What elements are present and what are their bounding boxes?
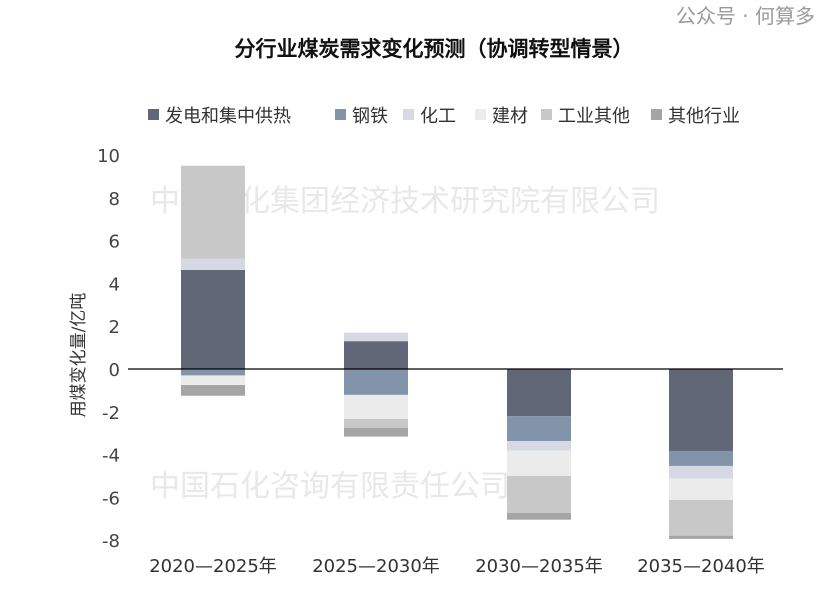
bar-segment xyxy=(507,441,571,451)
bar-segment xyxy=(344,418,408,428)
bar-segment xyxy=(344,369,408,395)
y-axis-label: 用煤变化量/亿吨 xyxy=(69,293,89,418)
bar-segment xyxy=(181,165,245,259)
bar-segment xyxy=(181,258,245,270)
bar-segment xyxy=(507,369,571,417)
y-tick-label: 8 xyxy=(109,189,120,210)
chart-title: 分行业煤炭需求变化预测（协调转型情景） xyxy=(235,37,634,61)
bars xyxy=(181,165,733,539)
publisher-label: 公众号 · 何算多 xyxy=(675,4,815,28)
y-tick-label: 4 xyxy=(109,274,120,295)
bar-segment xyxy=(181,269,245,369)
bar-segment xyxy=(344,341,408,369)
legend-label: 其他行业 xyxy=(668,106,740,127)
legend: 发电和集中供热 钢铁 化工 建材 工业其他 其他行业 xyxy=(148,106,740,127)
x-axis-labels: 2020—2025年 2025—2030年 2030—2035年 2035—2040年 xyxy=(149,556,765,577)
legend-swatch xyxy=(403,109,414,120)
legend-swatch xyxy=(148,109,159,120)
legend-label: 钢铁 xyxy=(352,106,388,127)
bar-segment xyxy=(669,465,733,479)
y-tick-label: -4 xyxy=(102,446,120,467)
bar-segment xyxy=(669,369,733,451)
legend-label: 建材 xyxy=(492,106,528,127)
bar-segment xyxy=(181,385,245,396)
y-tick-label: 6 xyxy=(109,232,120,253)
y-tick-label: -6 xyxy=(102,488,120,509)
y-tick-label: -2 xyxy=(102,403,120,424)
bar-segment xyxy=(344,427,408,437)
bar-segment xyxy=(507,416,571,442)
x-tick-label: 2030—2035年 xyxy=(475,556,603,577)
legend-label: 化工 xyxy=(420,106,456,127)
legend-swatch xyxy=(335,109,346,120)
bar-segment xyxy=(669,478,733,500)
bar-segment xyxy=(507,450,571,476)
bar-segment xyxy=(344,332,408,342)
bar-segment xyxy=(669,535,733,539)
bar-segment xyxy=(181,369,245,376)
x-tick-label: 2035—2040年 xyxy=(637,556,765,577)
bar-segment xyxy=(669,450,733,466)
legend-swatch xyxy=(475,109,486,120)
legend-swatch xyxy=(651,109,662,120)
legend-label: 发电和集中供热 xyxy=(165,106,291,127)
legend-label: 工业其他 xyxy=(558,106,630,127)
y-tick-label: 0 xyxy=(109,360,120,381)
bar-segment xyxy=(181,375,245,386)
bar-segment xyxy=(507,476,571,514)
y-tick-label: 2 xyxy=(109,317,120,338)
y-tick-label: -8 xyxy=(102,531,120,552)
legend-swatch xyxy=(541,109,552,120)
x-tick-label: 2020—2025年 xyxy=(149,556,277,577)
bar-segment xyxy=(344,394,408,419)
bar-segment xyxy=(507,513,571,520)
x-tick-label: 2025—2030年 xyxy=(312,556,440,577)
y-tick-label: 10 xyxy=(97,146,120,167)
y-axis-ticks: 10 8 6 4 2 0 -2 -4 -6 -8 xyxy=(97,146,120,552)
bar-segment xyxy=(669,499,733,536)
